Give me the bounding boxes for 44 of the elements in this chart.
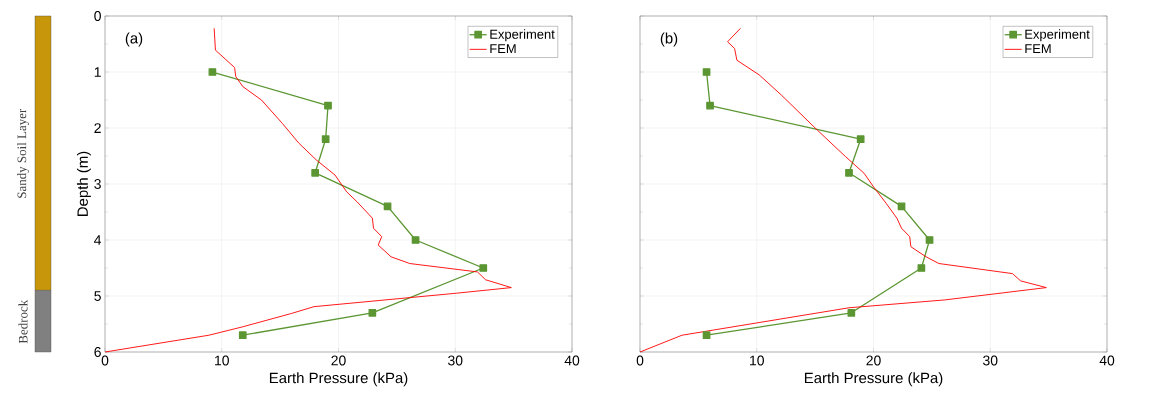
point (321, 135, 330, 144)
annotation: (b) (660, 32, 678, 47)
point (706, 101, 714, 110)
y-tick-label: 6 (94, 347, 101, 357)
point (856, 135, 865, 144)
text: Sandy Soil Layer (17, 108, 29, 198)
y-tick-label: 0 (94, 11, 101, 21)
x-tick-label: 20 (866, 355, 881, 366)
point (479, 264, 488, 272)
legend-label: Experiment (1025, 29, 1090, 42)
x-tick-label: 30 (983, 355, 998, 366)
x-tick-label: 40 (564, 355, 580, 366)
legend-label: FEM (1025, 44, 1051, 54)
legend-label: FEM (490, 44, 516, 54)
x-tick-label: 0 (101, 355, 109, 366)
point (324, 101, 332, 110)
x-axis-title: Earth Pressure (kPa) (269, 372, 408, 387)
y-tick-label: 2 (94, 123, 101, 133)
x-tick-label: 40 (1099, 355, 1115, 366)
x-tick-label: 0 (636, 355, 644, 366)
point (311, 168, 319, 177)
y-tick-label: 1 (94, 67, 101, 77)
x-tick-label: 20 (331, 355, 346, 366)
x-tick-label: 10 (215, 355, 229, 366)
point (847, 308, 856, 317)
point (702, 68, 711, 76)
y-tick-label: 4 (94, 235, 102, 245)
y-tick-label: 3 (94, 179, 101, 189)
y-axis-title: Depth (m) (76, 151, 91, 216)
point (208, 68, 217, 76)
point (917, 264, 926, 272)
point (368, 308, 377, 317)
point (845, 168, 853, 177)
text: Bedrock (18, 299, 28, 344)
point (411, 236, 420, 244)
y-tick-label: 5 (94, 291, 101, 301)
x-tick-label: 30 (448, 355, 463, 366)
point (702, 331, 711, 340)
point (925, 236, 934, 244)
annotation: (a) (125, 32, 143, 47)
x-axis-title: Earth Pressure (kPa) (804, 372, 943, 387)
legend-label: Experiment (490, 29, 555, 42)
point (238, 331, 247, 340)
x-tick-label: 10 (750, 355, 764, 366)
